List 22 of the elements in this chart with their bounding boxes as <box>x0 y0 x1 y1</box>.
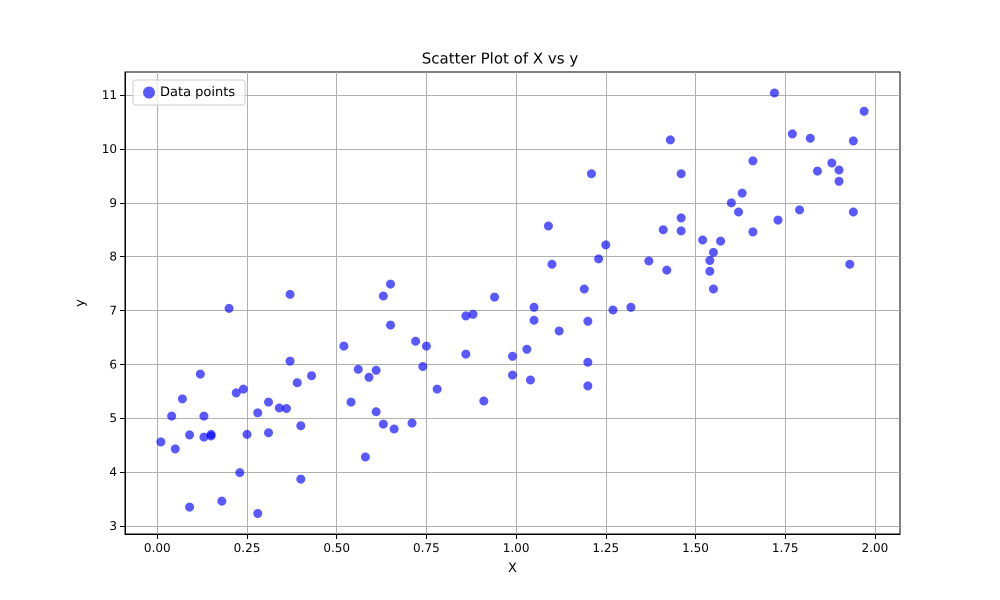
y-tick-label: 5 <box>109 411 117 426</box>
x-axis-title: X <box>508 561 518 576</box>
y-tick-label: 7 <box>109 304 117 318</box>
x-tick-label: 0.00 <box>144 541 171 555</box>
y-tick-label: 9 <box>109 196 117 210</box>
x-tick-label: 0.25 <box>234 541 260 555</box>
y-tick-label: 11 <box>102 88 117 102</box>
x-tick-label: 1.25 <box>592 541 620 555</box>
y-tick-label: 4 <box>109 465 117 480</box>
x-tick-label: 1.75 <box>772 541 799 555</box>
y-tick-label: 3 <box>109 518 117 533</box>
x-tick-label: 1.50 <box>682 541 709 555</box>
y-axis-title: y <box>73 298 88 307</box>
y-tick-label: 8 <box>109 250 117 264</box>
y-tick-label: 6 <box>109 357 117 372</box>
x-tick-label: 0.50 <box>323 541 350 555</box>
x-tick-label: 2.00 <box>862 541 888 555</box>
chart-title: Scatter Plot of X vs y <box>422 50 578 68</box>
y-tick-label: 10 <box>102 142 117 156</box>
x-tick-label: 1.00 <box>502 541 530 555</box>
x-tick-label: 0.75 <box>413 541 440 555</box>
legend-label: Data points <box>160 85 236 100</box>
